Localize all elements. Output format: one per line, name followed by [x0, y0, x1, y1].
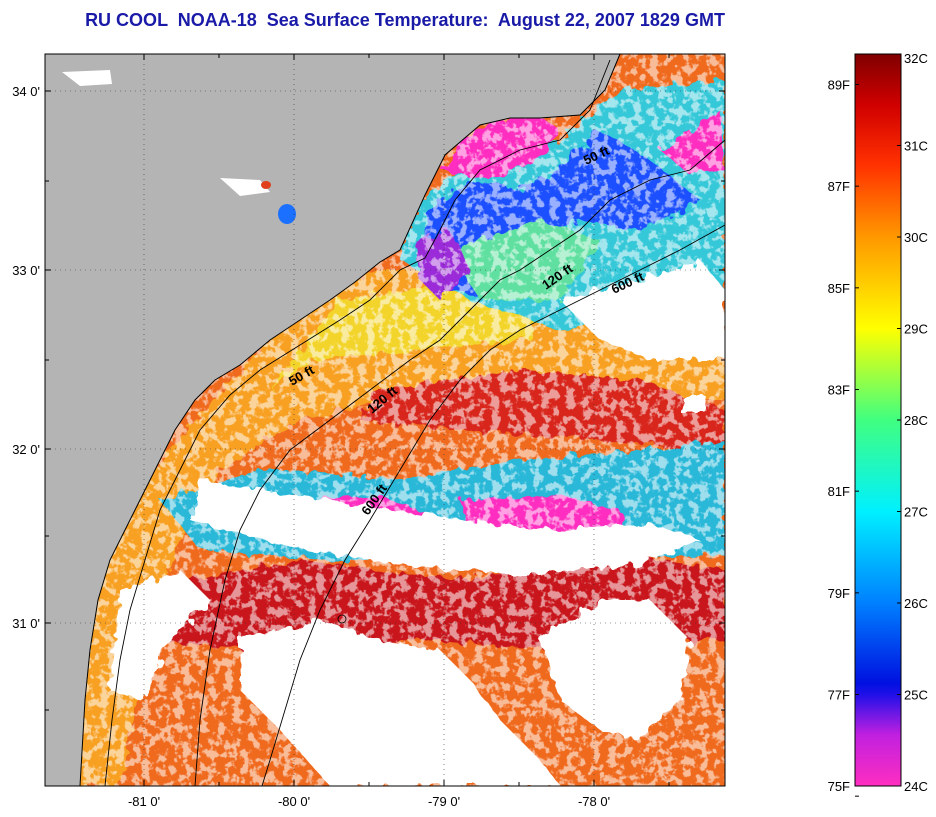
latitude-label: 33 0'	[12, 263, 40, 278]
map-frame	[44, 53, 726, 787]
isobath-600ft	[261, 224, 725, 786]
latitude-label: 31 0'	[12, 616, 40, 631]
seamount-contour	[337, 614, 347, 624]
coastline	[79, 54, 621, 786]
axis-ticks	[45, 54, 725, 786]
land-cloud	[62, 70, 112, 86]
lake-marion	[278, 204, 296, 224]
longitude-label: -80 0'	[278, 794, 310, 809]
isobath-50ft	[104, 59, 611, 786]
longitude-label: -78 0'	[578, 794, 610, 809]
latitude-label: 32 0'	[12, 442, 40, 457]
longitude-label: -79 0'	[428, 794, 460, 809]
lake-moultrie	[261, 181, 271, 189]
map-title: RU COOL NOAA-18 Sea Surface Temperature:…	[85, 10, 725, 30]
latitude-label: 34 0'	[12, 84, 40, 99]
longitude-label: -81 0'	[128, 794, 160, 809]
land-mass	[45, 54, 620, 786]
graticule	[45, 54, 725, 786]
land-cloud	[220, 178, 270, 196]
isobath-120ft	[194, 139, 725, 786]
